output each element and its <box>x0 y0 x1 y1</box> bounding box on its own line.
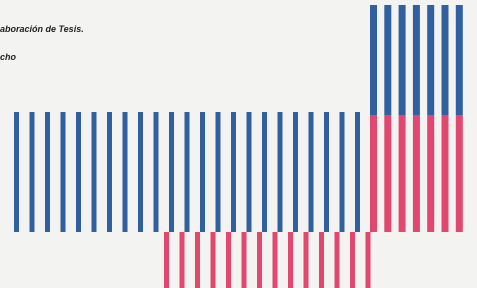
text-line: cho <box>0 52 16 62</box>
stripe <box>319 232 324 288</box>
page: aboración de Tesis. cho <box>0 0 477 288</box>
stripe <box>350 232 355 288</box>
stripe <box>231 112 236 232</box>
stripe <box>257 232 262 288</box>
stripe <box>335 232 340 288</box>
stripe <box>324 112 329 232</box>
stripe <box>61 112 66 232</box>
stripe <box>355 112 360 232</box>
stripe <box>399 115 406 232</box>
stripe <box>288 232 293 288</box>
stripe <box>293 112 298 232</box>
stripe <box>370 5 377 115</box>
stripe <box>399 5 406 115</box>
stripe <box>242 232 247 288</box>
stripe <box>164 232 169 288</box>
stripe <box>427 5 434 115</box>
stripe <box>413 5 420 115</box>
stripe <box>384 115 391 232</box>
stripe <box>262 112 267 232</box>
stripe <box>278 112 283 232</box>
stripe <box>456 115 463 232</box>
stripe <box>30 112 35 232</box>
stripe <box>370 115 377 232</box>
stripe <box>76 112 81 232</box>
stripe <box>442 5 449 115</box>
stripe <box>340 112 345 232</box>
stripe <box>195 232 200 288</box>
stripe <box>169 112 174 232</box>
stripe <box>185 112 190 232</box>
stripe <box>366 232 371 288</box>
stripe <box>92 112 97 232</box>
stripe <box>123 112 128 232</box>
stripe <box>200 112 205 232</box>
stripe <box>304 232 309 288</box>
stripe <box>226 232 231 288</box>
stripe <box>154 112 159 232</box>
stripe <box>442 115 449 232</box>
stripe <box>138 112 143 232</box>
stripe <box>107 112 112 232</box>
stripe <box>247 112 252 232</box>
stripe <box>45 112 50 232</box>
stripe <box>413 115 420 232</box>
stripe <box>180 232 185 288</box>
stripe <box>456 5 463 115</box>
stripe <box>14 112 19 232</box>
stripe <box>216 112 221 232</box>
stripe-decoration <box>0 0 477 288</box>
stripe <box>427 115 434 232</box>
stripe <box>211 232 216 288</box>
stripe <box>273 232 278 288</box>
text-line: aboración de Tesis. <box>0 24 84 34</box>
stripe <box>384 5 391 115</box>
stripe <box>309 112 314 232</box>
